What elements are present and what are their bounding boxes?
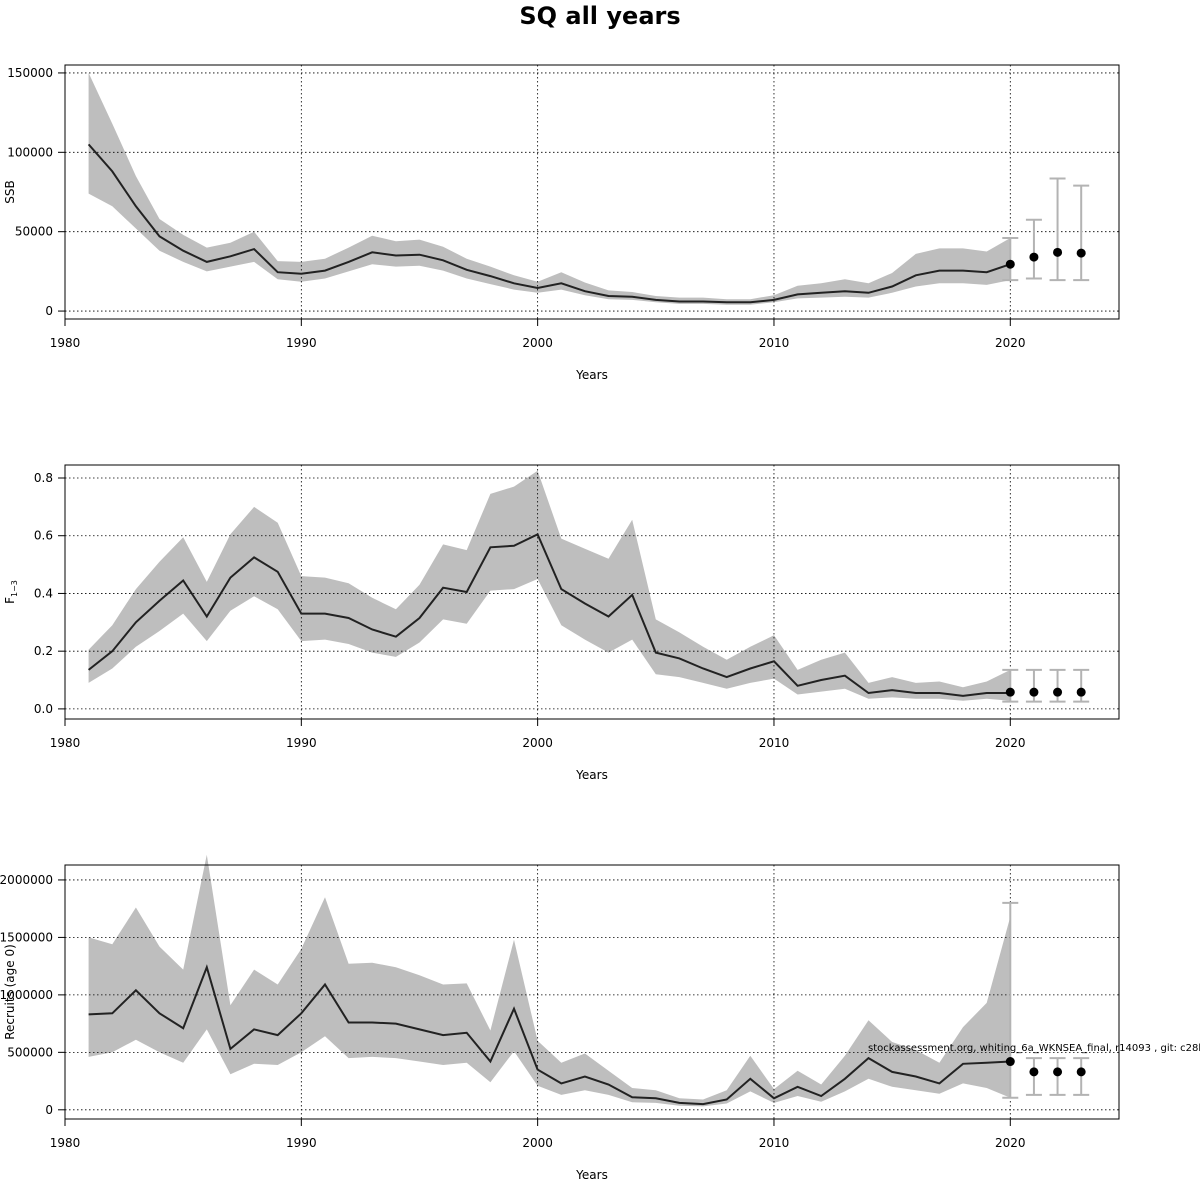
x-tick-label: 2000: [522, 336, 553, 350]
estimate-line: [87, 532, 1011, 697]
y-tick-label: 0.8: [34, 471, 53, 485]
x-tick-label: 1980: [50, 336, 81, 350]
plot-frame: [64, 64, 1120, 320]
x-tick-label: 1990: [286, 1136, 317, 1150]
y-tick-label: 100000: [7, 145, 53, 159]
y-tick-label: 0: [45, 304, 53, 318]
forecast-point: [1053, 247, 1063, 257]
x-axis-label: Years: [575, 768, 608, 782]
x-tick-label: 2010: [759, 736, 790, 750]
forecast-point: [1005, 259, 1015, 269]
y-tick-label: 0: [45, 1103, 53, 1117]
y-tick-label: 0.0: [34, 702, 53, 716]
y-tick-label: 50000: [15, 225, 53, 239]
watermark-note: stockassessment.org, whiting_6a_WKNSEA_f…: [868, 1043, 1200, 1054]
forecast-point: [1029, 252, 1039, 262]
y-tick-label: 150000: [7, 66, 53, 80]
plot-frame: [64, 464, 1120, 720]
ssb-panel: SSB Years 1980 1990 2000 2010 2020 0 50000 1000…: [3, 64, 1120, 382]
y-axis-label: F1−3: [3, 580, 19, 604]
plot-layer: [64, 854, 1119, 1119]
x-tick-label: 2020: [995, 1136, 1026, 1150]
x-tick-label: 2020: [995, 736, 1026, 750]
forecast-point: [1076, 1067, 1086, 1077]
forecast-point: [1076, 248, 1086, 258]
plot-layer: [64, 465, 1119, 719]
y-axis-label-subscript: 1−3: [10, 580, 19, 597]
x-axis-label: Years: [575, 368, 608, 382]
forecast-point: [1005, 1057, 1015, 1067]
y-axis-label: SSB: [3, 180, 17, 203]
x-tick-label: 1980: [50, 736, 81, 750]
plot-frame: [64, 864, 1120, 1120]
y-tick-label: 0.6: [34, 529, 53, 543]
forecast-point: [1053, 1067, 1063, 1077]
x-tick-label: 2000: [522, 736, 553, 750]
figure-title: SQ all years: [519, 2, 680, 30]
y-tick-label: 1500000: [0, 930, 53, 944]
y-tick-label: 0.4: [34, 586, 53, 600]
x-tick-label: 2000: [522, 1136, 553, 1150]
recruits-panel: Recruits (age 0) Years stockassessment.o…: [0, 854, 1200, 1182]
forecast-point: [1076, 687, 1086, 697]
x-tick-label: 2010: [759, 336, 790, 350]
forecast-point: [1029, 687, 1039, 697]
confidence-band: [88, 854, 1011, 1107]
forecast-point: [1029, 1067, 1039, 1077]
confidence-band: [88, 72, 1011, 305]
x-tick-label: 1990: [286, 736, 317, 750]
y-tick-label: 2000000: [0, 873, 53, 887]
plot-layer: [64, 65, 1119, 319]
x-axis-label: Years: [575, 1168, 608, 1182]
fishing-mortality-panel: F1−3 Years 1980 1990 2000 2010 2020 0.0 0.2 0.4…: [3, 464, 1120, 782]
estimate-line: [87, 143, 1011, 304]
confidence-band: [88, 470, 1011, 701]
y-tick-label: 0.2: [34, 644, 53, 658]
y-axis-label-main: F: [3, 597, 17, 604]
y-axis-label: Recruits (age 0): [3, 944, 17, 1040]
y-tick-label: 500000: [7, 1045, 53, 1059]
x-tick-label: 1990: [286, 336, 317, 350]
forecast-point: [1005, 687, 1015, 697]
forecast-point: [1053, 687, 1063, 697]
y-tick-label: 1000000: [0, 988, 53, 1002]
x-tick-label: 2010: [759, 1136, 790, 1150]
x-tick-label: 1980: [50, 1136, 81, 1150]
estimate-line: [88, 964, 1011, 1106]
x-tick-label: 2020: [995, 336, 1026, 350]
